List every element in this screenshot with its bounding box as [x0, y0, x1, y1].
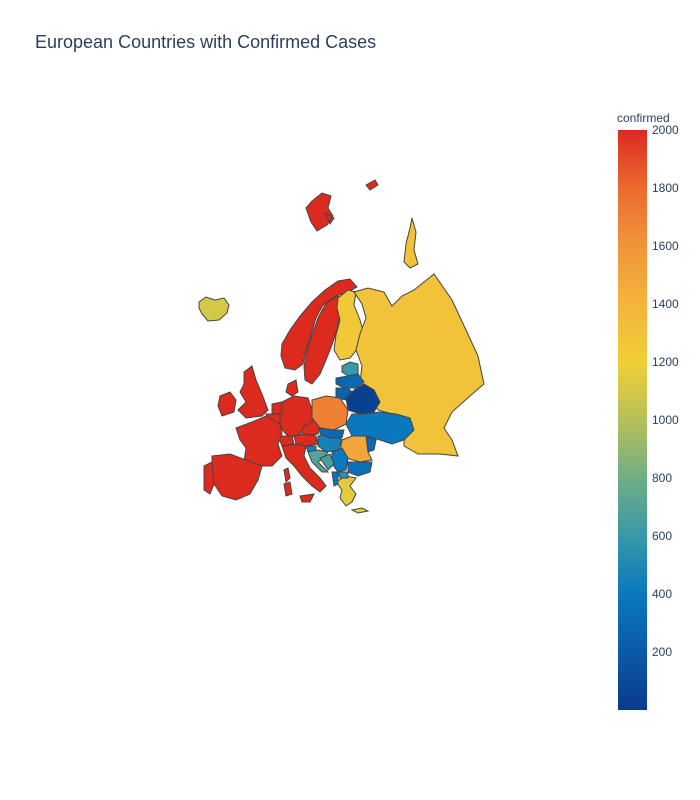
country-france-corsica[interactable] — [283, 467, 291, 484]
chart-title: European Countries with Confirmed Cases — [35, 32, 377, 52]
country-iceland[interactable] — [198, 296, 230, 322]
colorbar-tick-label: 2000 — [652, 123, 679, 137]
country-italy[interactable] — [281, 443, 327, 493]
country-north-macedonia[interactable] — [337, 471, 349, 479]
colorbar-tick-label: 800 — [652, 471, 673, 485]
colorbar-tick-label: 1000 — [652, 413, 679, 427]
colorbar-gradient — [618, 130, 647, 710]
country-russia[interactable] — [353, 273, 485, 457]
country-bosnia[interactable] — [319, 453, 335, 471]
country-italy-sardinia[interactable] — [283, 481, 293, 497]
colorbar-tick-label: 1800 — [652, 181, 679, 195]
country-ireland[interactable] — [217, 391, 237, 417]
colorbar-title: confirmed — [617, 111, 670, 125]
country-slovakia[interactable] — [319, 427, 345, 439]
country-united-kingdom[interactable] — [237, 365, 269, 419]
country-bulgaria[interactable] — [347, 461, 373, 477]
colorbar-tick-label: 400 — [652, 587, 673, 601]
colorbar-tick-label: 1400 — [652, 297, 679, 311]
country-croatia[interactable] — [307, 449, 330, 473]
country-denmark[interactable] — [285, 379, 299, 397]
country-svalbard-east[interactable] — [365, 179, 379, 191]
country-greece-crete[interactable] — [350, 507, 370, 514]
country-italy-sicily[interactable] — [299, 493, 315, 503]
colorbar-tick-label: 600 — [652, 529, 673, 543]
country-latvia[interactable] — [335, 373, 365, 389]
country-russia-novaya-zemlya[interactable] — [403, 217, 419, 269]
country-greece[interactable] — [335, 475, 357, 507]
country-portugal[interactable] — [203, 461, 215, 495]
country-netherlands[interactable] — [271, 401, 283, 415]
country-albania[interactable] — [331, 471, 339, 487]
colorbar-tick-label: 1200 — [652, 355, 679, 369]
colorbar-tick-label: 200 — [652, 645, 673, 659]
country-france[interactable] — [235, 415, 283, 467]
country-estonia[interactable] — [341, 361, 359, 377]
country-layer — [198, 179, 485, 514]
country-norway[interactable] — [280, 278, 358, 371]
country-svalbard[interactable] — [305, 192, 335, 232]
colorbar-tick-label: 1600 — [652, 239, 679, 253]
country-belarus[interactable] — [345, 383, 381, 415]
